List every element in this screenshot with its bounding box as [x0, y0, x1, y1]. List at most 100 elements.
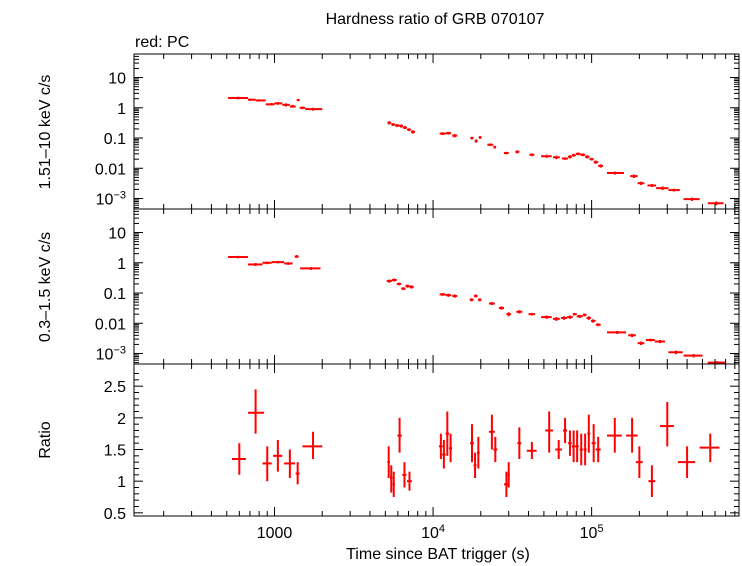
data-point [606, 171, 624, 175]
data-point [469, 298, 474, 302]
data-point [683, 354, 703, 358]
data-point [545, 411, 553, 453]
data-point [595, 436, 601, 463]
data-point [568, 430, 572, 456]
data-point [598, 164, 604, 168]
data-point [595, 323, 601, 327]
panel-ratio-ylabel: Ratio [37, 421, 54, 458]
data-point [699, 433, 720, 463]
data-point [247, 389, 265, 434]
data-point [593, 160, 599, 164]
data-point [409, 285, 414, 289]
panel-hard-marks [228, 96, 724, 206]
data-point [389, 465, 393, 493]
data-point [228, 96, 248, 100]
data-point [271, 260, 285, 264]
panel-ratio: 2.5 2 1.5 1 0.5 Ratio [37, 363, 740, 523]
data-point [255, 99, 266, 102]
y-tick-label: 0.1 [104, 131, 126, 148]
panel-ratio-marks [232, 389, 720, 497]
y-tick-label: 10 [108, 226, 126, 243]
data-point [407, 471, 412, 491]
data-point [402, 462, 407, 488]
data-point [478, 136, 482, 139]
data-point [445, 293, 452, 297]
data-point [247, 263, 263, 267]
data-point [552, 317, 560, 321]
panel-soft: 10 1 0.1 0.01 10−3 0.3–1.5 keV c/s [37, 208, 740, 365]
data-point [394, 124, 400, 128]
data-point [555, 440, 562, 459]
data-point [668, 350, 683, 355]
data-point [300, 267, 321, 270]
data-point [401, 287, 406, 291]
data-point [284, 449, 296, 478]
data-point [579, 433, 583, 466]
panel-hard: 10 1 0.1 0.01 10−3 1.51–10 keV c/s [37, 53, 740, 210]
panel-soft-marks [228, 255, 726, 364]
data-point [606, 330, 627, 335]
data-point [648, 465, 656, 497]
data-point [575, 430, 579, 463]
data-point [391, 123, 395, 126]
data-point [572, 312, 577, 316]
data-point [294, 255, 299, 258]
data-point [580, 153, 586, 157]
data-point [571, 153, 576, 157]
data-point [637, 181, 645, 185]
data-point [445, 411, 449, 456]
data-point [386, 279, 392, 283]
data-point [473, 294, 478, 298]
data-point [683, 197, 700, 201]
data-point [387, 121, 392, 125]
data-point [568, 155, 572, 159]
data-point [493, 436, 498, 463]
data-point [587, 414, 591, 453]
data-point [295, 462, 300, 485]
data-point [402, 125, 408, 129]
data-point [262, 446, 272, 482]
data-point [296, 99, 300, 102]
data-point [273, 440, 283, 472]
data-point [439, 293, 446, 296]
x-tick-label: 104 [421, 523, 445, 542]
data-point [488, 414, 495, 450]
data-point [576, 314, 583, 318]
data-point [541, 154, 552, 158]
data-point [397, 417, 402, 453]
x-tick-label: 1000 [257, 525, 293, 542]
y-tick-label: 0.01 [95, 316, 126, 333]
data-point [391, 278, 397, 282]
data-point [561, 157, 569, 160]
data-point [656, 186, 669, 191]
data-point [477, 298, 482, 302]
data-point [560, 316, 568, 320]
data-point [529, 153, 535, 157]
data-point [647, 184, 657, 188]
data-point [282, 103, 290, 107]
data-point [305, 107, 323, 111]
data-point [442, 440, 446, 469]
data-point [526, 441, 537, 459]
data-point [582, 313, 587, 317]
data-point [407, 128, 411, 132]
data-point [228, 255, 248, 259]
y-tick-label: 2.5 [104, 379, 126, 396]
data-point [247, 98, 256, 101]
data-point [563, 417, 568, 444]
data-point [589, 157, 594, 161]
data-point [635, 446, 643, 478]
data-point [387, 446, 390, 478]
y-tick-label: 1.5 [104, 443, 126, 460]
data-point [476, 436, 480, 469]
data-point [452, 134, 458, 138]
data-point [289, 104, 296, 108]
panel-ratio-ticks: 2.5 2 1.5 1 0.5 [104, 364, 739, 523]
y-tick-label: 0.1 [104, 286, 126, 303]
x-axis-label: Time since BAT trigger (s) [346, 546, 530, 563]
data-point [552, 155, 560, 160]
data-point [586, 316, 591, 320]
data-point [507, 462, 510, 488]
data-point [637, 341, 645, 346]
y-tick-label: 1 [117, 256, 126, 273]
